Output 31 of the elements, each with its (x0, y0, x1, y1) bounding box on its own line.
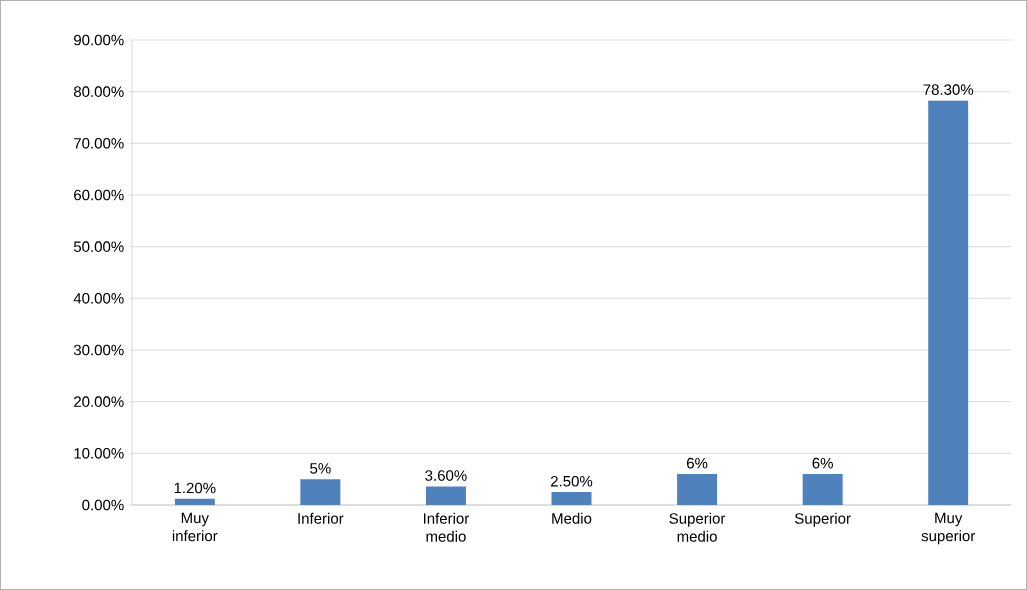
x-tick-label: Inferior (298, 512, 344, 524)
bar (300, 479, 341, 505)
data-label: 78.30% (923, 84, 974, 95)
bar (677, 474, 718, 505)
y-tick-label: 0.00% (82, 499, 124, 511)
data-label: 5% (310, 463, 331, 474)
x-tick-label: Inferior medio (423, 512, 470, 542)
x-tick-label: Muy superior (921, 512, 976, 545)
y-tick-label: 10.00% (74, 448, 124, 459)
y-tick-label: 70.00% (74, 138, 124, 149)
y-tick-label: 50.00% (73, 241, 124, 252)
y-tick-label: 40.00% (73, 293, 124, 304)
data-label: 6% (687, 457, 708, 469)
x-tick-label: Superior (794, 512, 851, 527)
bar (928, 100, 969, 505)
bar (174, 498, 215, 505)
data-label: 3.60% (425, 470, 467, 481)
bar (802, 474, 843, 505)
bar (551, 492, 592, 505)
y-tick-label: 60.00% (74, 189, 124, 201)
x-tick-label: Superior medio (669, 512, 726, 542)
data-label: 6% (812, 457, 833, 469)
y-tick-label: 20.00% (74, 396, 124, 407)
data-label: 1.20% (174, 482, 216, 494)
data-label: 2.50% (550, 475, 593, 487)
bar (425, 486, 466, 505)
x-tick-label: Medio (552, 512, 592, 524)
y-tick-label: 30.00% (73, 344, 124, 356)
y-tick-label: 90.00% (74, 34, 124, 46)
y-tick-label: 80.00% (73, 86, 124, 97)
x-tick-label: Muy inferior (172, 512, 218, 542)
